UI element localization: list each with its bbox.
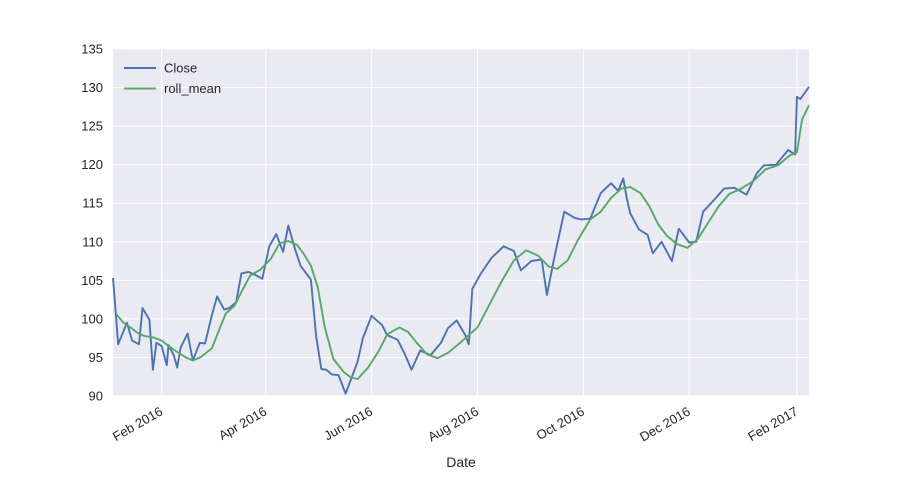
y-tick-label: 90	[89, 389, 103, 404]
x-tick-label: Feb 2016	[110, 404, 165, 444]
x-tick-label: Oct 2016	[534, 404, 587, 443]
y-tick-label: 125	[81, 119, 103, 134]
legend: Close roll_mean	[124, 61, 221, 96]
y-tick-label: 105	[81, 273, 103, 288]
y-tick-label: 95	[89, 350, 103, 365]
y-tick-label: 110	[82, 234, 103, 249]
legend-label: roll_mean	[164, 81, 221, 96]
y-tick-labels: 90 95 100 105 110 115 120 125 130 135	[81, 42, 103, 404]
y-tick-label: 115	[82, 196, 103, 211]
y-tick-label: 130	[81, 80, 103, 95]
legend-label: Close	[164, 61, 197, 76]
x-tick-labels: Feb 2016 Apr 2016 Jun 2016 Aug 2016 Oct 2016…	[110, 404, 800, 445]
x-tick-label: Dec 2016	[637, 404, 693, 445]
series-line-roll-mean	[115, 104, 810, 380]
y-tick-label: 100	[81, 311, 103, 326]
series-line-close	[112, 86, 810, 395]
plot-background	[113, 49, 809, 396]
x-tick-label: Aug 2016	[425, 404, 481, 445]
x-tick-label: Feb 2017	[745, 404, 800, 444]
x-axis-title: Date	[446, 454, 476, 470]
x-tick-label: Jun 2016	[321, 404, 375, 444]
x-tick-label: Apr 2016	[216, 404, 269, 443]
y-tick-label: 120	[81, 157, 103, 172]
y-tick-label: 135	[81, 42, 103, 57]
series-lines	[112, 86, 810, 395]
gridlines	[113, 48, 809, 397]
